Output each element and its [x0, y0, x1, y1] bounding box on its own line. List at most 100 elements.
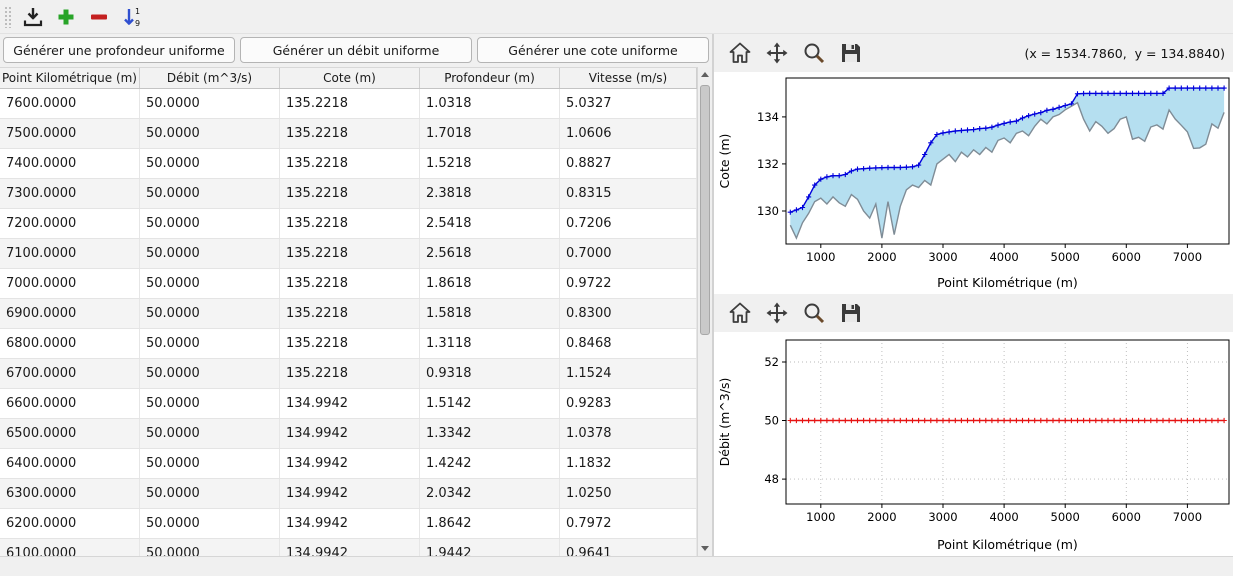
- table-row[interactable]: 7500.0000 50.0000 135.2218 1.7018 1.0606: [0, 119, 697, 149]
- table-cell[interactable]: 134.9942: [280, 479, 420, 508]
- table-row[interactable]: 6900.0000 50.0000 135.2218 1.5818 0.8300: [0, 299, 697, 329]
- table-cell[interactable]: 1.4242: [420, 449, 560, 478]
- table-cell[interactable]: 7200.0000: [0, 209, 140, 238]
- table-cell[interactable]: 135.2218: [280, 329, 420, 358]
- table-cell[interactable]: 0.8468: [560, 329, 697, 358]
- table-cell[interactable]: 50.0000: [140, 539, 280, 556]
- table-row[interactable]: 6800.0000 50.0000 135.2218 1.3118 0.8468: [0, 329, 697, 359]
- table-cell[interactable]: 7300.0000: [0, 179, 140, 208]
- home-button[interactable]: [726, 39, 754, 67]
- scrollbar-thumb[interactable]: [700, 85, 710, 335]
- pan-button[interactable]: [763, 39, 791, 67]
- table-cell[interactable]: 50.0000: [140, 119, 280, 148]
- table-cell[interactable]: 50.0000: [140, 479, 280, 508]
- table-cell[interactable]: 50.0000: [140, 269, 280, 298]
- table-cell[interactable]: 135.2218: [280, 179, 420, 208]
- zoom-button[interactable]: [800, 299, 828, 327]
- zoom-button[interactable]: [800, 39, 828, 67]
- generate-cote-button[interactable]: Générer une cote uniforme: [477, 37, 709, 63]
- table-cell[interactable]: 0.8300: [560, 299, 697, 328]
- table-cell[interactable]: 1.0378: [560, 419, 697, 448]
- table-cell[interactable]: 50.0000: [140, 419, 280, 448]
- table-cell[interactable]: 0.8315: [560, 179, 697, 208]
- table-cell[interactable]: 50.0000: [140, 389, 280, 418]
- table-cell[interactable]: 135.2218: [280, 239, 420, 268]
- table-cell[interactable]: 0.7000: [560, 239, 697, 268]
- table-cell[interactable]: 134.9942: [280, 509, 420, 538]
- table-cell[interactable]: 7600.0000: [0, 89, 140, 118]
- table-cell[interactable]: 0.9283: [560, 389, 697, 418]
- debit-figure[interactable]: 1000 2000 3000 4000 5000 6000 7000 48 50 52 Point …: [714, 332, 1233, 556]
- table-cell[interactable]: 5.0327: [560, 89, 697, 118]
- scrollbar-down-button[interactable]: [698, 540, 712, 556]
- table-cell[interactable]: 2.5618: [420, 239, 560, 268]
- table-cell[interactable]: 50.0000: [140, 209, 280, 238]
- table-row[interactable]: 6100.0000 50.0000 134.9942 1.9442 0.9641: [0, 539, 697, 556]
- table-cell[interactable]: 7100.0000: [0, 239, 140, 268]
- table-cell[interactable]: 1.1524: [560, 359, 697, 388]
- table-cell[interactable]: 0.7972: [560, 509, 697, 538]
- table-cell[interactable]: 6100.0000: [0, 539, 140, 556]
- table-cell[interactable]: 134.9942: [280, 419, 420, 448]
- table-cell[interactable]: 1.9442: [420, 539, 560, 556]
- table-cell[interactable]: 1.1832: [560, 449, 697, 478]
- table-cell[interactable]: 1.3342: [420, 419, 560, 448]
- table-cell[interactable]: 6900.0000: [0, 299, 140, 328]
- table-cell[interactable]: 135.2218: [280, 149, 420, 178]
- toolbar-grip[interactable]: [4, 5, 12, 28]
- table-cell[interactable]: 0.9722: [560, 269, 697, 298]
- table-cell[interactable]: 50.0000: [140, 149, 280, 178]
- vertical-scrollbar[interactable]: [697, 67, 712, 556]
- table-cell[interactable]: 6700.0000: [0, 359, 140, 388]
- cote-chart[interactable]: 1000 2000 3000 4000 5000 6000 7000 130 132 134 Poi…: [714, 72, 1233, 294]
- remove-row-button[interactable]: [85, 3, 113, 31]
- table-row[interactable]: 6200.0000 50.0000 134.9942 1.8642 0.7972: [0, 509, 697, 539]
- table-cell[interactable]: 1.0318: [420, 89, 560, 118]
- table-cell[interactable]: 134.9942: [280, 449, 420, 478]
- table-cell[interactable]: 1.5818: [420, 299, 560, 328]
- home-button[interactable]: [726, 299, 754, 327]
- table-cell[interactable]: 134.9942: [280, 539, 420, 556]
- table-cell[interactable]: 1.3118: [420, 329, 560, 358]
- table-cell[interactable]: 6200.0000: [0, 509, 140, 538]
- table-cell[interactable]: 6400.0000: [0, 449, 140, 478]
- table-cell[interactable]: 50.0000: [140, 239, 280, 268]
- table-cell[interactable]: 135.2218: [280, 359, 420, 388]
- table-row[interactable]: 7300.0000 50.0000 135.2218 2.3818 0.8315: [0, 179, 697, 209]
- table-cell[interactable]: 135.2218: [280, 209, 420, 238]
- scrollbar-up-button[interactable]: [698, 67, 712, 83]
- table-cell[interactable]: 7400.0000: [0, 149, 140, 178]
- save-figure-button[interactable]: [837, 39, 865, 67]
- table-row[interactable]: 6400.0000 50.0000 134.9942 1.4242 1.1832: [0, 449, 697, 479]
- table-cell[interactable]: 2.5418: [420, 209, 560, 238]
- table-row[interactable]: 6300.0000 50.0000 134.9942 2.0342 1.0250: [0, 479, 697, 509]
- table-cell[interactable]: 6500.0000: [0, 419, 140, 448]
- table-cell[interactable]: 1.8642: [420, 509, 560, 538]
- download-table-button[interactable]: [19, 3, 47, 31]
- table-row[interactable]: 7000.0000 50.0000 135.2218 1.8618 0.9722: [0, 269, 697, 299]
- table-cell[interactable]: 50.0000: [140, 449, 280, 478]
- table-cell[interactable]: 135.2218: [280, 299, 420, 328]
- table-cell[interactable]: 0.7206: [560, 209, 697, 238]
- table-cell[interactable]: 6300.0000: [0, 479, 140, 508]
- table-row[interactable]: 6700.0000 50.0000 135.2218 0.9318 1.1524: [0, 359, 697, 389]
- table-row[interactable]: 7100.0000 50.0000 135.2218 2.5618 0.7000: [0, 239, 697, 269]
- cote-figure[interactable]: 1000 2000 3000 4000 5000 6000 7000 130 132 134 Poi…: [714, 72, 1233, 294]
- table-cell[interactable]: 1.0250: [560, 479, 697, 508]
- table-cell[interactable]: 7500.0000: [0, 119, 140, 148]
- table-cell[interactable]: 7000.0000: [0, 269, 140, 298]
- pan-button[interactable]: [763, 299, 791, 327]
- table-row[interactable]: 7200.0000 50.0000 135.2218 2.5418 0.7206: [0, 209, 697, 239]
- generate-debit-button[interactable]: Générer un débit uniforme: [240, 37, 472, 63]
- table-cell[interactable]: 1.5218: [420, 149, 560, 178]
- table-cell[interactable]: 6600.0000: [0, 389, 140, 418]
- table-cell[interactable]: 50.0000: [140, 329, 280, 358]
- table-cell[interactable]: 1.5142: [420, 389, 560, 418]
- table-cell[interactable]: 135.2218: [280, 89, 420, 118]
- table-row[interactable]: 6600.0000 50.0000 134.9942 1.5142 0.9283: [0, 389, 697, 419]
- table-cell[interactable]: 135.2218: [280, 269, 420, 298]
- table-cell[interactable]: 50.0000: [140, 299, 280, 328]
- table-cell[interactable]: 0.9641: [560, 539, 697, 556]
- table-cell[interactable]: 0.9318: [420, 359, 560, 388]
- debit-chart[interactable]: 1000 2000 3000 4000 5000 6000 7000 48 50 52 Point …: [714, 332, 1233, 556]
